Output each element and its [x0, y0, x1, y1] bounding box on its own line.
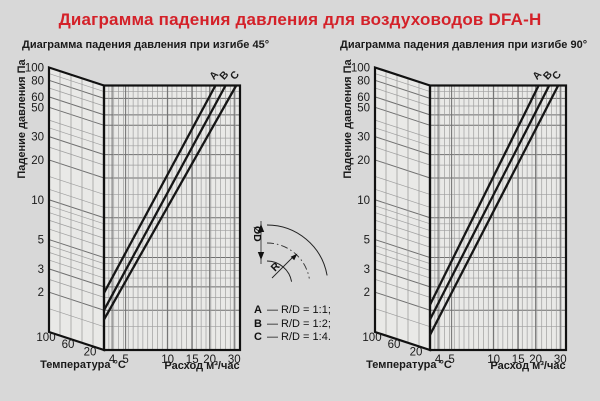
svg-text:10: 10: [31, 195, 44, 207]
svg-text:10: 10: [161, 354, 174, 366]
x-axis-title: Расход м³/час: [490, 360, 565, 372]
svg-text:20: 20: [357, 155, 370, 167]
svg-text:60: 60: [62, 339, 75, 351]
svg-text:60: 60: [357, 92, 370, 104]
svg-text:30: 30: [31, 132, 44, 144]
legend-text-a: — R/D = 1:1;: [267, 304, 331, 316]
svg-text:3: 3: [364, 264, 370, 276]
temperature-axis-title: Температура °C: [40, 359, 126, 371]
svg-text:3: 3: [38, 264, 44, 276]
svg-text:100: 100: [362, 332, 381, 344]
svg-text:5: 5: [364, 235, 370, 247]
temperature-axis-title: Температура °C: [366, 359, 452, 371]
svg-text:20: 20: [84, 346, 97, 358]
svg-text:5: 5: [448, 354, 454, 366]
svg-text:4: 4: [109, 354, 116, 366]
svg-text:30: 30: [554, 354, 567, 366]
bend-diagram: ØD R: [251, 221, 328, 282]
svg-text:30: 30: [357, 132, 370, 144]
x-axis-title: Расход м³/час: [164, 360, 239, 372]
legend-text-b: — R/D = 1:2;: [267, 317, 331, 330]
legend-letter-a: A: [254, 304, 262, 316]
legend-item-a: A — R/D = 1:1;: [254, 304, 331, 318]
chart-45-subtitle: Диаграмма падения давления при изгибе 45…: [22, 39, 270, 51]
svg-text:100: 100: [25, 63, 44, 75]
svg-text:15: 15: [186, 354, 199, 366]
svg-text:2: 2: [364, 287, 370, 299]
svg-text:80: 80: [31, 75, 44, 87]
svg-text:2: 2: [38, 287, 44, 299]
svg-text:50: 50: [357, 102, 370, 114]
series-line-C: [428, 84, 560, 336]
svg-text:5: 5: [122, 354, 128, 366]
radius-arrowhead-icon: [290, 253, 298, 261]
svg-text:20: 20: [410, 346, 423, 358]
y-axis-title: Падение давления Па: [16, 58, 28, 178]
y-axis-title: Падение давления Па: [342, 58, 354, 178]
bend-centerline-arc: [266, 242, 310, 279]
series-label-C: C: [550, 68, 564, 82]
bend-outer-arc: [266, 224, 328, 276]
svg-text:60: 60: [31, 92, 44, 104]
series-line-A: [428, 84, 540, 306]
series-line-A: [102, 84, 217, 294]
svg-text:15: 15: [512, 354, 525, 366]
legend-letter-c: C: [254, 331, 262, 343]
svg-text:10: 10: [357, 195, 370, 207]
diameter-label: ØD: [251, 226, 263, 242]
rd-ratio-legend: A — R/D = 1:1; B — R/D = 1:2; C — R/D = …: [254, 304, 331, 345]
svg-text:100: 100: [351, 63, 370, 75]
svg-text:100: 100: [36, 332, 55, 344]
diameter-arrow-up-icon: [257, 224, 265, 232]
diameter-arrow-down-icon: [257, 252, 265, 260]
legend-letter-b: B: [254, 317, 262, 330]
svg-text:20: 20: [31, 155, 44, 167]
chart-90-subtitle: Диаграмма падения давления при изгибе 90…: [340, 39, 588, 51]
series-line-B: [102, 84, 227, 311]
svg-text:4: 4: [435, 354, 442, 366]
legend-item-b: B — R/D = 1:2;: [254, 318, 331, 332]
series-line-B: [428, 84, 551, 321]
svg-text:80: 80: [357, 75, 370, 87]
series-label-C: C: [228, 68, 242, 82]
legend-text-c: — R/D = 1:4.: [267, 331, 331, 343]
legend-item-c: C — R/D = 1:4.: [254, 331, 331, 345]
svg-text:50: 50: [31, 102, 44, 114]
series-line-C: [102, 84, 238, 321]
svg-text:60: 60: [388, 339, 401, 351]
svg-text:10: 10: [487, 354, 500, 366]
radius-arrow-line: [271, 255, 295, 279]
radius-label: R: [269, 260, 283, 274]
svg-text:30: 30: [228, 354, 241, 366]
page-title: Диаграмма падения давления для воздухово…: [58, 10, 542, 29]
svg-text:5: 5: [38, 235, 44, 247]
svg-text:20: 20: [203, 354, 216, 366]
svg-text:20: 20: [529, 354, 542, 366]
